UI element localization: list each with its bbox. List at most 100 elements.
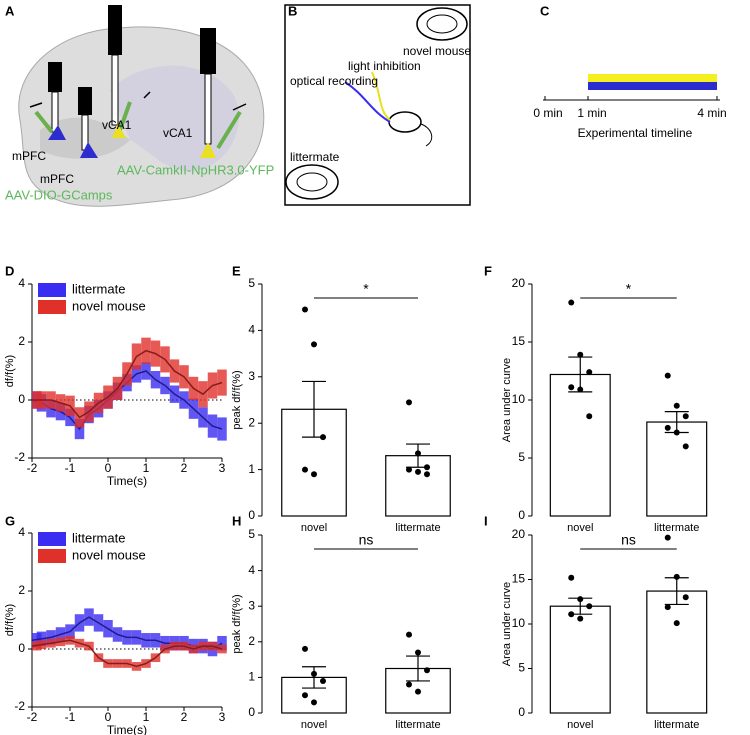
y-tick-label: 2 xyxy=(18,583,25,597)
neurons xyxy=(48,125,66,140)
arena xyxy=(284,4,471,206)
bar xyxy=(549,373,611,517)
bar xyxy=(646,421,708,517)
y-tick-label: 5 xyxy=(518,661,525,675)
x-tick-label: 2 xyxy=(181,461,188,475)
probe xyxy=(108,5,122,55)
data-point xyxy=(577,596,584,603)
data-point xyxy=(311,699,317,706)
data-point xyxy=(664,372,671,379)
recording-cable xyxy=(344,81,391,123)
optic-fibers xyxy=(34,101,242,150)
panel-label: A xyxy=(5,3,15,18)
data-point xyxy=(406,466,412,473)
data-point xyxy=(577,351,584,358)
panel-label: G xyxy=(5,513,15,528)
mouse xyxy=(296,172,328,192)
data-point xyxy=(568,299,575,306)
probe xyxy=(78,87,92,115)
y-tick-label: 5 xyxy=(518,450,525,464)
brain-diagram xyxy=(18,5,265,207)
y-tick-label: -2 xyxy=(14,699,25,713)
data-point xyxy=(415,468,421,475)
probe-fiber xyxy=(51,91,59,133)
mouse xyxy=(426,14,458,34)
significance-label: ns xyxy=(359,532,374,548)
x-tick-label: novel xyxy=(567,719,593,731)
data-point xyxy=(586,603,593,610)
mean-line xyxy=(32,349,223,419)
data-point xyxy=(424,667,430,674)
x-tick-label: 3 xyxy=(219,461,226,475)
error-band xyxy=(217,369,227,396)
legend-label: littermate xyxy=(72,530,125,545)
x-tick-label: littermate xyxy=(395,522,440,534)
y-tick-label: 0 xyxy=(248,705,255,719)
y-tick-label: 2 xyxy=(248,634,255,648)
x-tick-label: 1 xyxy=(143,461,150,475)
y-tick-label: 0 xyxy=(18,392,25,406)
y-tick-label: 1 xyxy=(248,670,255,684)
x-tick-label: -1 xyxy=(65,461,76,475)
data-point xyxy=(302,306,308,313)
arena-label: optical recording xyxy=(290,74,378,88)
data-point xyxy=(311,471,317,478)
y-tick-label: 3 xyxy=(248,369,255,383)
x-tick-label: littermate xyxy=(654,719,699,731)
y-axis-label: peak df/f(%) xyxy=(231,370,243,429)
data-point xyxy=(664,424,671,431)
legend-label: novel mouse xyxy=(72,298,146,313)
y-axis-label: peak df/f(%) xyxy=(231,594,243,653)
y-tick-label: 0 xyxy=(18,641,25,655)
timeline-label: 0 min xyxy=(533,106,562,120)
data-point xyxy=(415,649,421,656)
data-point xyxy=(664,604,671,611)
timeline-label: 4 min xyxy=(697,106,726,120)
data-point xyxy=(682,594,689,601)
data-point xyxy=(406,631,412,638)
data-point xyxy=(415,450,421,457)
data-point xyxy=(577,615,584,622)
neurons xyxy=(80,142,98,158)
probe-fiber xyxy=(111,54,119,126)
probe-fiber xyxy=(204,73,212,145)
panel-label: F xyxy=(484,263,492,278)
data-point xyxy=(320,677,326,684)
arena-label: novel mouse xyxy=(403,44,471,58)
bar xyxy=(646,590,708,714)
y-tick-label: 5 xyxy=(248,276,255,290)
data-point xyxy=(568,384,575,391)
arena-diagram xyxy=(284,4,471,206)
significance-label: * xyxy=(363,281,369,297)
data-point xyxy=(673,402,680,409)
legend-swatch xyxy=(38,549,66,563)
timeline: 0 min 1 min 4 min Experimental timeline xyxy=(533,74,727,140)
neurons xyxy=(200,142,216,158)
x-tick-label: novel xyxy=(567,522,593,534)
x-tick-label: 2 xyxy=(181,710,188,724)
neurons xyxy=(112,124,126,138)
y-tick-label: 4 xyxy=(248,563,255,577)
data-point xyxy=(673,620,680,627)
data-point xyxy=(311,341,317,348)
data-point xyxy=(302,466,308,473)
y-tick-label: 4 xyxy=(18,276,25,290)
mean-line xyxy=(31,639,223,668)
y-tick-label: 2 xyxy=(18,334,25,348)
legend-swatch xyxy=(38,300,66,314)
y-tick-label: 20 xyxy=(512,276,526,290)
data-point xyxy=(682,443,689,450)
significance-label: * xyxy=(626,281,632,297)
data-point xyxy=(302,645,308,652)
data-point xyxy=(415,688,421,695)
x-tick-label: novel xyxy=(301,522,327,534)
x-tick-label: -2 xyxy=(27,461,38,475)
timeline-label: 1 min xyxy=(577,106,606,120)
x-tick-label: 1 xyxy=(143,710,150,724)
significance-label: ns xyxy=(621,532,636,548)
probe xyxy=(200,28,216,74)
x-tick-label: -1 xyxy=(65,710,76,724)
data-point xyxy=(586,413,593,420)
x-tick-label: 0 xyxy=(105,461,112,475)
